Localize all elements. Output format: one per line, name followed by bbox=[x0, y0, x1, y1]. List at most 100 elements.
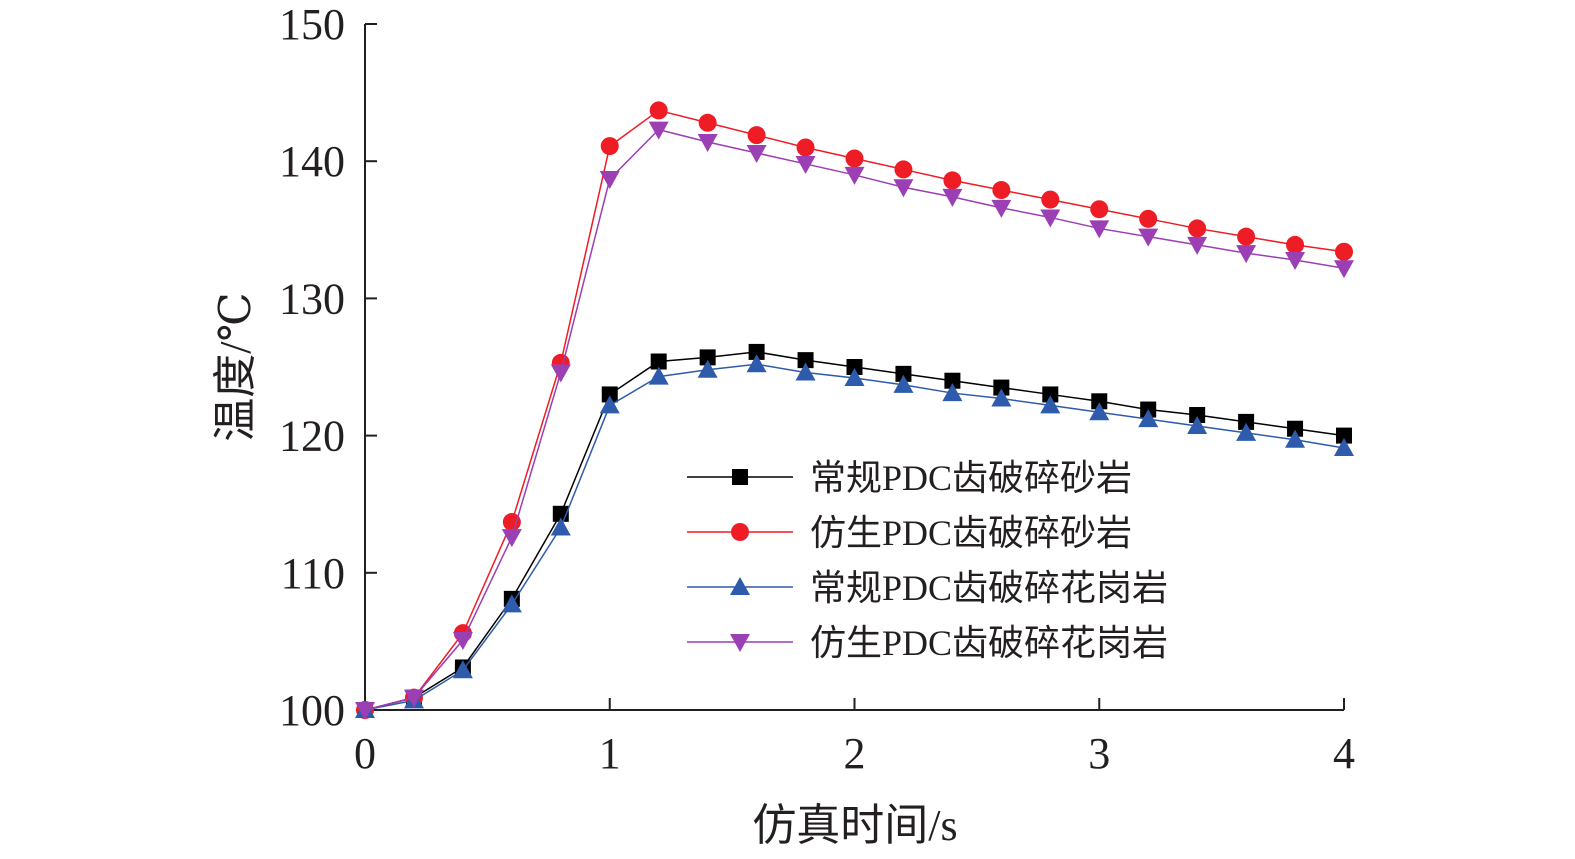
legend-item: 常规PDC齿破碎花岗岩 bbox=[687, 568, 1168, 608]
legend-label: 仿生PDC齿破碎花岗岩 bbox=[810, 623, 1168, 663]
series-group bbox=[355, 101, 1354, 720]
x-axis-label: 仿真时间/s bbox=[752, 801, 957, 850]
data-point bbox=[502, 513, 521, 532]
data-point bbox=[1189, 407, 1206, 424]
data-point bbox=[894, 160, 913, 179]
data-point bbox=[452, 660, 473, 679]
data-point bbox=[1089, 402, 1110, 421]
data-point bbox=[1187, 415, 1208, 434]
data-point bbox=[601, 386, 618, 403]
legend-label: 常规PDC齿破碎花岗岩 bbox=[810, 568, 1168, 608]
legend-marker bbox=[730, 577, 750, 595]
data-point bbox=[943, 171, 962, 190]
data-point bbox=[845, 149, 864, 168]
data-point bbox=[550, 364, 571, 383]
data-point bbox=[1237, 227, 1256, 246]
data-point bbox=[846, 359, 863, 375]
data-point bbox=[1042, 386, 1059, 403]
data-point bbox=[1089, 220, 1110, 239]
data-point bbox=[600, 137, 619, 156]
data-point bbox=[797, 352, 814, 369]
legend-label: 仿生PDC齿破碎砂岩 bbox=[810, 513, 1132, 553]
y-tick-label: 150 bbox=[279, 0, 345, 49]
legend-item: 常规PDC齿破碎砂岩 bbox=[687, 458, 1132, 498]
data-point bbox=[1138, 228, 1159, 247]
data-point bbox=[1287, 420, 1304, 437]
x-tick-label: 1 bbox=[599, 729, 621, 778]
data-point bbox=[942, 188, 963, 207]
y-tick-label: 120 bbox=[279, 412, 345, 461]
data-point bbox=[795, 155, 816, 174]
data-point bbox=[796, 138, 815, 157]
legend-marker bbox=[732, 469, 748, 485]
data-point bbox=[1286, 235, 1305, 254]
data-point bbox=[1091, 393, 1108, 410]
data-point bbox=[992, 181, 1011, 200]
y-tick-label: 140 bbox=[279, 137, 345, 186]
data-point bbox=[747, 126, 766, 145]
y-tick-label: 110 bbox=[281, 549, 345, 598]
data-point bbox=[944, 372, 961, 389]
data-point bbox=[697, 133, 718, 152]
data-point bbox=[1090, 200, 1109, 219]
data-point bbox=[1187, 236, 1208, 255]
legend-marker bbox=[730, 634, 750, 652]
data-point bbox=[1334, 437, 1354, 456]
x-tick-label: 0 bbox=[354, 729, 376, 778]
data-point bbox=[501, 529, 522, 548]
data-point bbox=[746, 144, 767, 163]
data-point bbox=[893, 179, 914, 198]
data-point bbox=[746, 354, 767, 373]
data-point bbox=[649, 101, 668, 120]
x-tick-label: 2 bbox=[844, 729, 866, 778]
data-point bbox=[699, 349, 716, 366]
data-point bbox=[697, 359, 718, 378]
data-point bbox=[1238, 413, 1255, 430]
x-tick-label: 4 bbox=[1333, 729, 1355, 778]
series-4 bbox=[355, 121, 1354, 720]
data-point bbox=[650, 353, 667, 370]
legend: 常规PDC齿破碎砂岩仿生PDC齿破碎砂岩常规PDC齿破碎花岗岩仿生PDC齿破碎花… bbox=[687, 458, 1168, 663]
data-point bbox=[355, 702, 375, 720]
data-point bbox=[942, 383, 963, 402]
y-tick-label: 130 bbox=[279, 274, 345, 323]
data-point bbox=[550, 517, 571, 536]
data-point bbox=[501, 594, 522, 613]
data-point bbox=[698, 113, 717, 132]
data-point bbox=[748, 343, 765, 360]
legend-item: 仿生PDC齿破碎花岗岩 bbox=[687, 623, 1168, 663]
data-point bbox=[1236, 422, 1257, 441]
data-point bbox=[648, 366, 669, 385]
legend-label: 常规PDC齿破碎砂岩 bbox=[810, 458, 1132, 498]
data-point bbox=[991, 388, 1012, 407]
data-point bbox=[1334, 260, 1354, 279]
data-point bbox=[1040, 209, 1061, 228]
data-point bbox=[844, 166, 865, 185]
series-3 bbox=[355, 354, 1354, 718]
data-point bbox=[1285, 251, 1306, 270]
data-point bbox=[452, 632, 473, 651]
data-point bbox=[991, 199, 1012, 218]
data-point bbox=[993, 379, 1010, 396]
data-point bbox=[599, 171, 620, 190]
data-point bbox=[1139, 209, 1158, 228]
data-point bbox=[1138, 409, 1159, 428]
y-axis-label: 温度/℃ bbox=[211, 292, 260, 441]
data-point bbox=[893, 374, 914, 393]
data-point bbox=[648, 121, 669, 140]
y-tick-label: 100 bbox=[279, 686, 345, 735]
data-point bbox=[599, 395, 620, 414]
legend-item: 仿生PDC齿破碎砂岩 bbox=[687, 513, 1132, 553]
data-point bbox=[844, 367, 865, 386]
data-point bbox=[403, 689, 424, 708]
data-point bbox=[1041, 190, 1060, 209]
data-point bbox=[1236, 245, 1257, 264]
axes: 0 1 2 3 4 100 110 120 130 140 150 bbox=[279, 0, 1355, 778]
data-point bbox=[895, 365, 912, 382]
data-point bbox=[1336, 427, 1352, 444]
legend-marker bbox=[731, 523, 749, 541]
data-point bbox=[1335, 242, 1353, 261]
data-point bbox=[1285, 429, 1306, 448]
data-point bbox=[1188, 219, 1207, 238]
